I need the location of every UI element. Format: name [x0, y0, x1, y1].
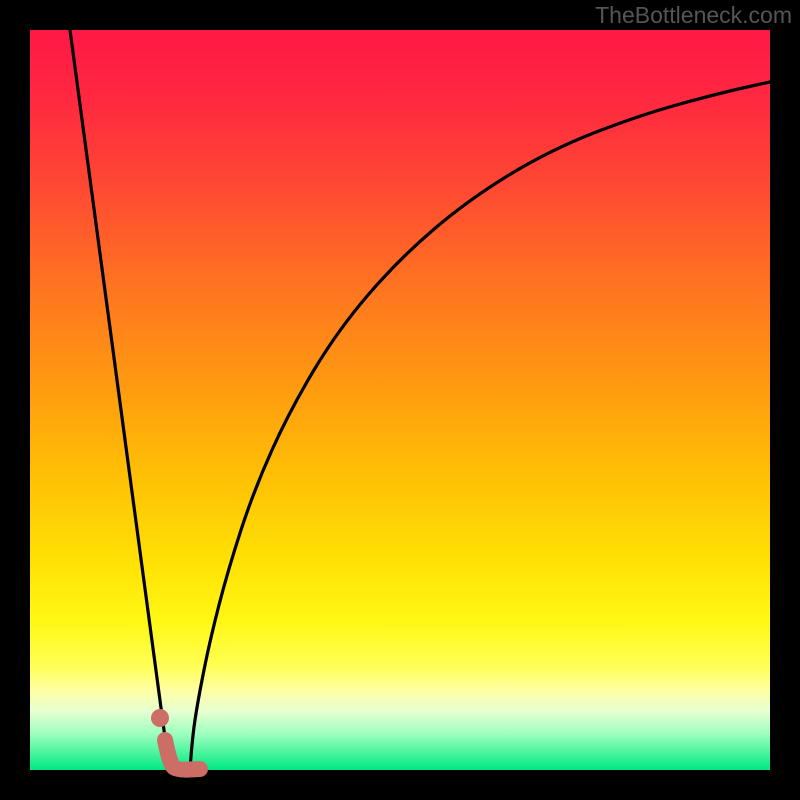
watermark-text: TheBottleneck.com [595, 2, 792, 29]
plot-background [30, 30, 770, 770]
chart-root: TheBottleneck.com [0, 0, 800, 800]
bottleneck-chart [0, 0, 800, 800]
marker-dot [151, 709, 169, 727]
